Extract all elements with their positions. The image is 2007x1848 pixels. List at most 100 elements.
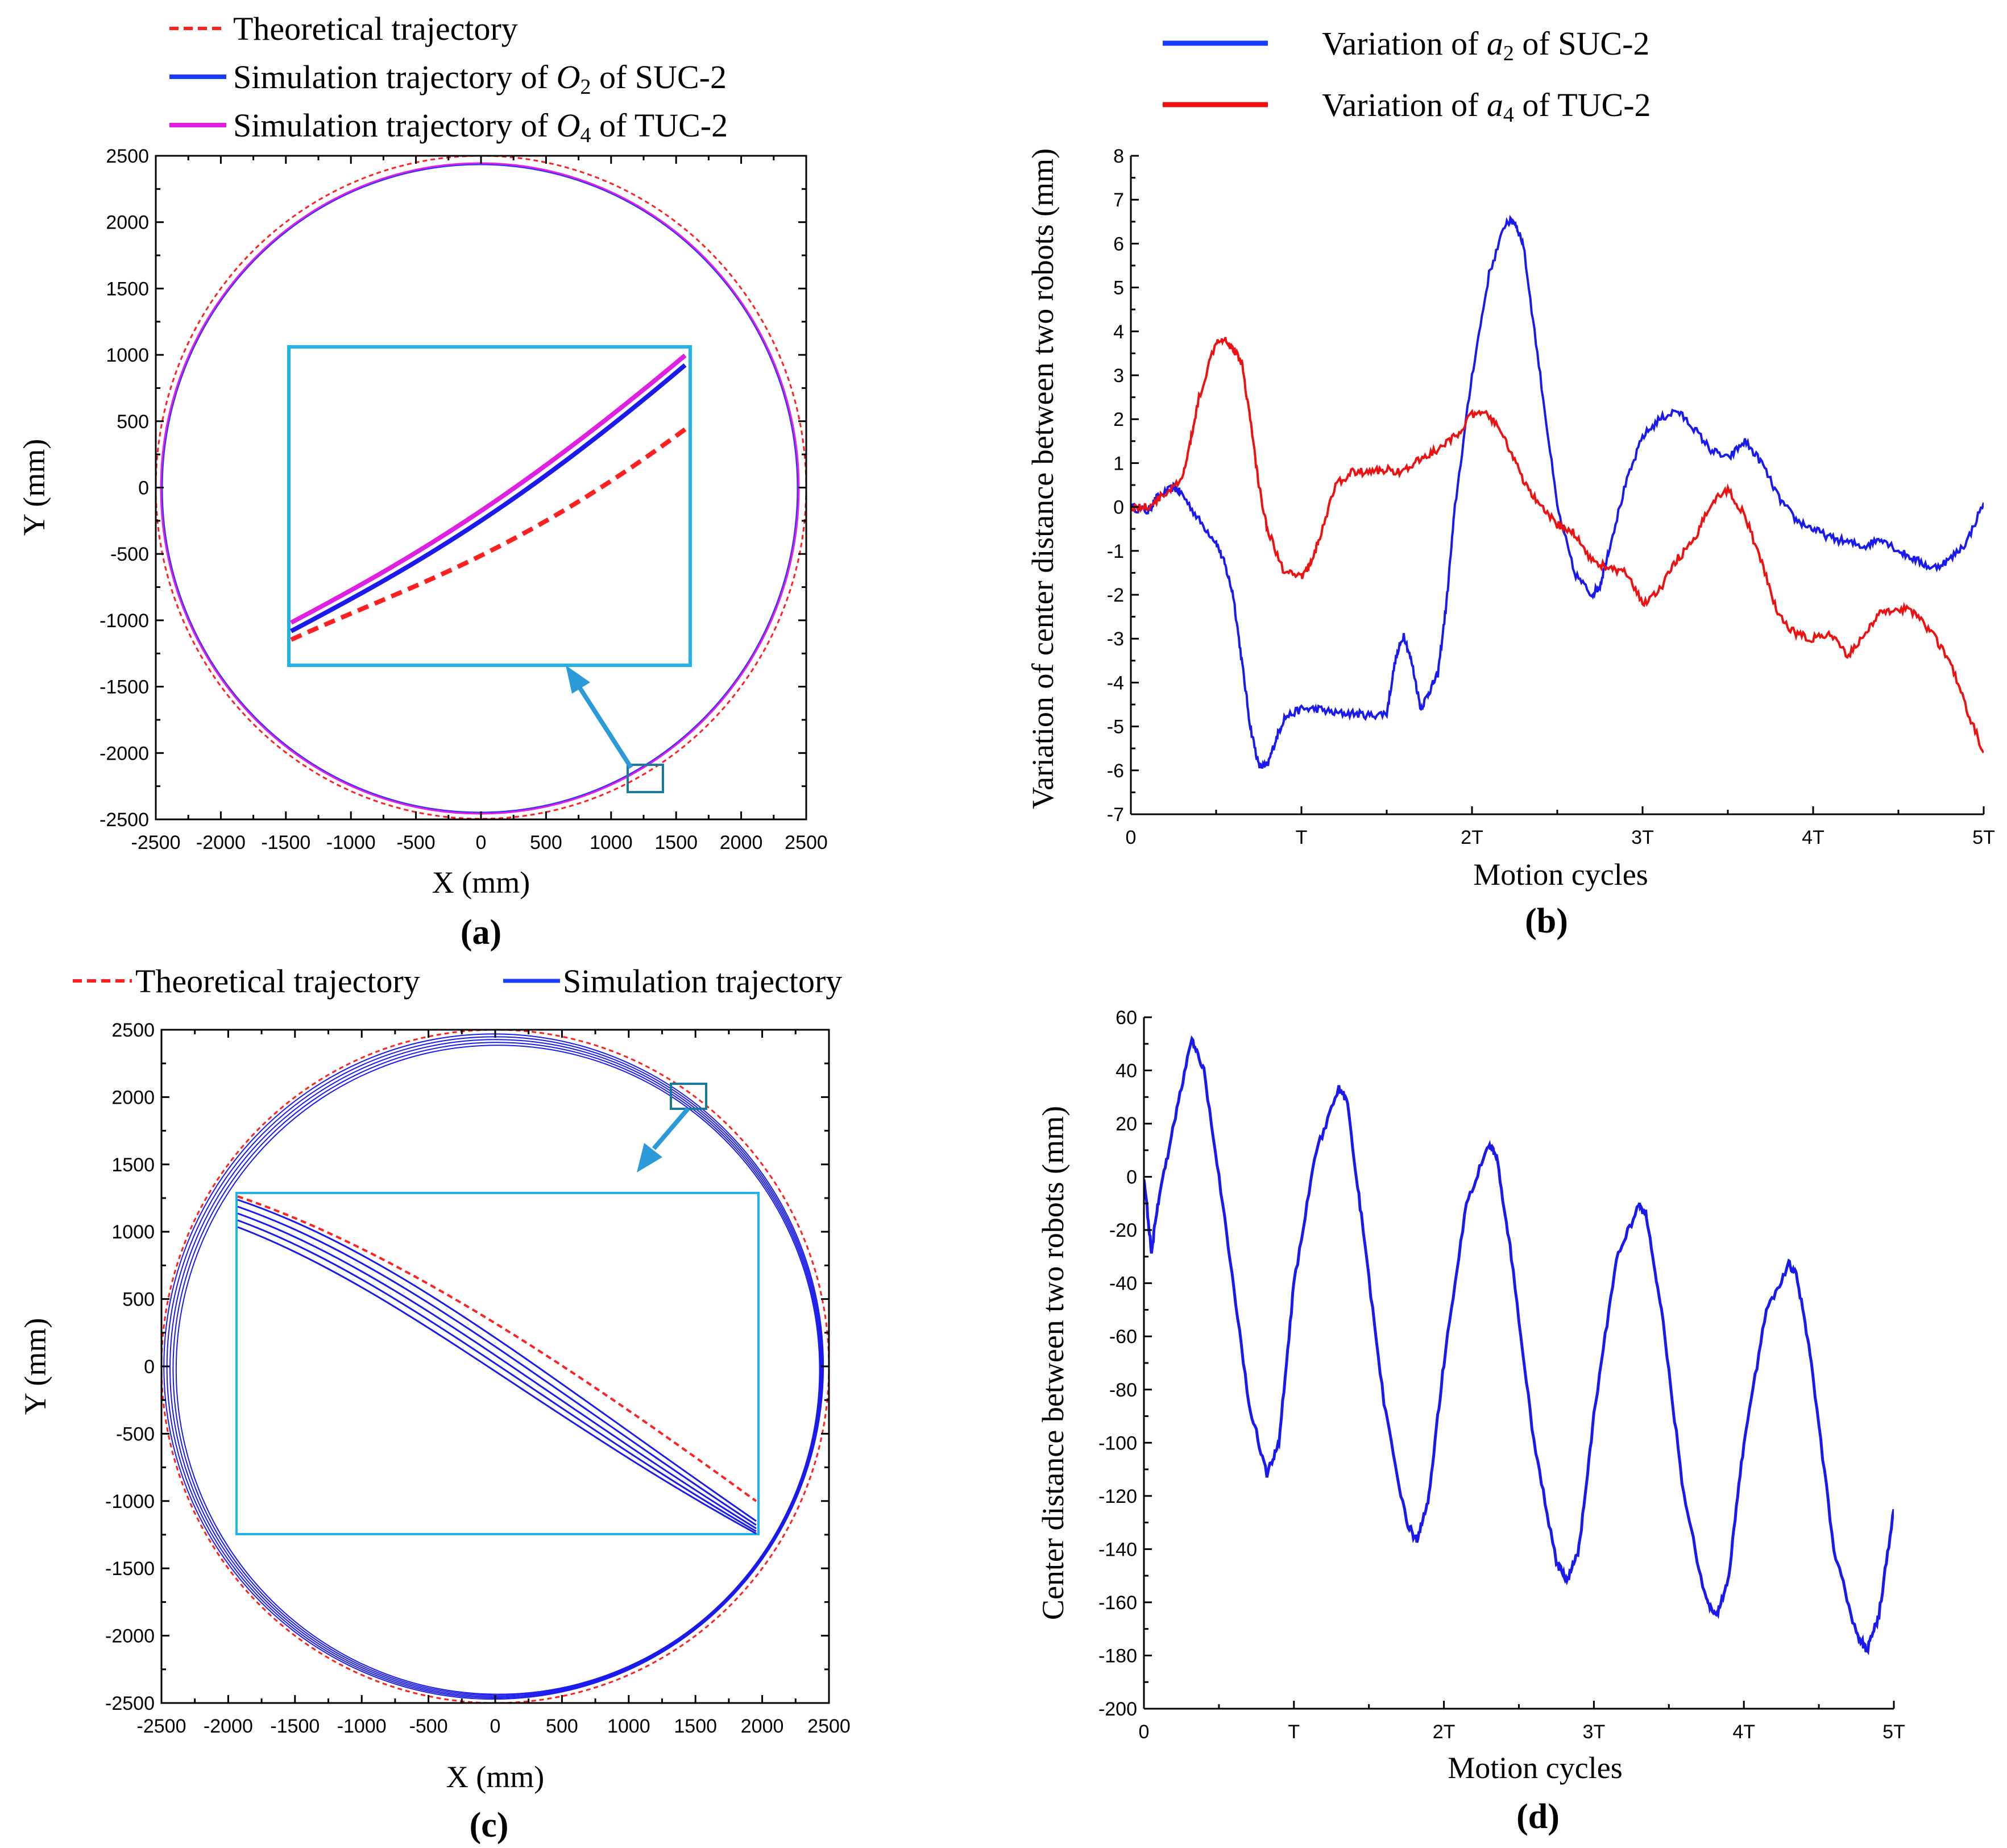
x-tick-label-b-3: 3T: [1631, 827, 1654, 848]
y-tick-label-b-5: -2: [1107, 585, 1124, 606]
zoom-c-sim-2: [237, 1205, 757, 1526]
x-tick-label-c-8: 1500: [674, 1716, 717, 1737]
y-tick-label-d-12: 40: [1116, 1060, 1137, 1082]
x-tick-label-a-7: 1000: [590, 832, 633, 853]
y-tick-label-d-9: -20: [1109, 1220, 1137, 1241]
zoom-c-sim-4: [237, 1219, 757, 1532]
y-tick-label-b-0: -7: [1107, 804, 1124, 826]
x-tick-label-a-1: -2000: [196, 832, 246, 853]
y-tick-label-a-2: -1500: [99, 677, 149, 698]
x-tick-label-c-6: 500: [546, 1716, 578, 1737]
y-tick-label-a-0: -2500: [99, 809, 149, 831]
y-tick-label-c-7: 1000: [111, 1221, 155, 1243]
y-tick-label-d-7: -60: [1109, 1326, 1137, 1348]
x-tick-label-c-1: -2000: [204, 1716, 253, 1737]
x-tick-label-a-9: 2000: [720, 832, 763, 853]
x-tick-label-c-3: -1000: [337, 1716, 387, 1737]
x-tick-label-a-5: 0: [476, 832, 487, 853]
legend-a: Theoretical trajectory Simulation trajec…: [169, 10, 728, 147]
y-tick-label-b-12: 5: [1113, 277, 1124, 299]
x-tick-label-a-6: 500: [530, 832, 562, 853]
y-tick-label-b-13: 6: [1113, 233, 1124, 255]
y-tick-label-d-8: -40: [1109, 1273, 1137, 1295]
y-tick-label-c-10: 2500: [111, 1020, 155, 1041]
series-c-sim-circle-1: [172, 1042, 822, 1696]
y-tick-label-b-1: -6: [1107, 760, 1124, 782]
x-tick-label-d-0: 0: [1139, 1721, 1150, 1743]
y-tick-label-b-9: 2: [1113, 409, 1124, 430]
y-tick-label-b-11: 4: [1113, 321, 1124, 343]
x-tick-label-c-0: -2500: [137, 1716, 186, 1737]
x-ticks-c: -2500 -2000 -1500 -1000 -500 0 500 1000 1500 2000…: [137, 1030, 851, 1737]
y-ticks-c: -2500 -2000 -1500 -1000 -500 0 500 1000 1500 2000…: [105, 1020, 829, 1714]
x-axis-title-b: Motion cycles: [1473, 857, 1648, 892]
legend-b: Variation of a2 of SUC-2 Variation of a4…: [1163, 25, 1651, 127]
y-tick-label-b-6: -1: [1107, 541, 1124, 562]
x-tick-label-a-8: 1500: [654, 832, 698, 853]
y-tick-label-a-3: -1000: [99, 610, 149, 632]
zoom-inset-c-curves: [237, 1195, 757, 1534]
y-ticks-a: -2500 -2000 -1500 -1000 -500 0 500 1000 1500 2000…: [99, 146, 806, 831]
y-tick-label-b-7: 0: [1113, 497, 1124, 519]
x-tick-label-d-4: 4T: [1732, 1721, 1755, 1743]
zoom-arrow-c: [652, 1107, 690, 1150]
legend-b-a2-label: Variation of a2 of SUC-2: [1322, 25, 1649, 65]
x-axis-title-d: Motion cycles: [1448, 1751, 1622, 1785]
zoom-arrowhead-c: [637, 1143, 662, 1172]
y-tick-label-b-10: 3: [1113, 365, 1124, 387]
series-c-sim-circle-0: [175, 1045, 820, 1695]
y-tick-label-b-15: 8: [1113, 146, 1124, 167]
panel-d: 0 T 2T 3T 4T 5T -200-180-160-140-120-100-80-6…: [1036, 1007, 1905, 1836]
y-tick-label-a-7: 1000: [106, 345, 149, 366]
x-tick-label-a-2: -1500: [261, 832, 310, 853]
x-tick-label-a-4: -500: [397, 832, 436, 853]
zoom-source-box-a: [627, 764, 664, 793]
x-tick-label-c-4: -500: [409, 1716, 448, 1737]
zoom-c-sim-5: [237, 1226, 757, 1534]
x-tick-label-b-4: 4T: [1802, 827, 1824, 848]
panel-a: Theoretical trajectory Simulation trajec…: [17, 10, 828, 952]
x-ticks-b: 0 T 2T 3T 4T 5T: [1126, 806, 1995, 848]
y-tick-label-c-6: 500: [122, 1289, 155, 1311]
y-ticks-b: -7 -6 -5 -4 -3 -2 -1 0 1 2 3 4 5 6 7 8: [1107, 146, 1139, 826]
x-axis-title-a: X (mm): [432, 865, 530, 900]
y-axis-title-d: Center distance between two robots (mm): [1036, 1106, 1070, 1620]
y-tick-label-c-5: 0: [144, 1356, 155, 1378]
x-tick-label-b-1: T: [1296, 827, 1308, 848]
y-tick-label-a-8: 1500: [106, 278, 149, 300]
legend-b-a4-label: Variation of a4 of TUC-2: [1322, 86, 1651, 127]
panel-label-c: (c): [470, 1806, 509, 1845]
x-tick-label-c-7: 1000: [607, 1716, 650, 1737]
legend-c: Theoretical trajectory Simulation trajec…: [73, 963, 842, 1000]
y-tick-label-a-9: 2000: [106, 212, 149, 234]
zoom-c-sim-3: [237, 1212, 757, 1530]
legend-c-theoretical-label: Theoretical trajectory: [135, 963, 420, 1000]
series-d-center-distance: [1144, 1035, 1894, 1655]
legend-a-o4-label: Simulation trajectory of O4 of TUC-2: [233, 107, 728, 147]
panel-label-a: (a): [461, 913, 501, 952]
zoom-a-o4: [290, 353, 687, 625]
x-tick-label-b-0: 0: [1126, 827, 1137, 848]
y-tick-label-a-6: 500: [117, 411, 149, 433]
y-tick-label-d-13: 60: [1116, 1007, 1137, 1029]
y-ticks-d: -200-180-160-140-120-100-80-60-40-200204…: [1098, 1007, 1152, 1720]
y-tick-label-b-4: -3: [1107, 628, 1124, 650]
plot-area-d: [1144, 1035, 1894, 1655]
y-tick-label-c-3: -1000: [105, 1491, 155, 1513]
legend-a-o2-label: Simulation trajectory of O2 of SUC-2: [233, 59, 727, 99]
zoom-inset-c: [235, 1192, 760, 1535]
series-b-a2: [1131, 214, 1984, 769]
x-tick-label-c-5: 0: [490, 1716, 501, 1737]
y-tick-label-d-6: -80: [1109, 1379, 1137, 1401]
y-axis-title-a: Y (mm): [17, 439, 51, 536]
y-tick-label-d-11: 20: [1116, 1113, 1137, 1135]
zoom-arrowhead-a: [566, 665, 590, 694]
x-tick-label-b-5: 5T: [1972, 827, 1995, 848]
x-tick-label-c-2: -1500: [270, 1716, 320, 1737]
y-tick-label-c-4: -500: [116, 1423, 155, 1445]
zoom-inset-a-curves: [290, 353, 687, 642]
zoom-arrow-a: [578, 686, 633, 769]
y-tick-label-d-3: -140: [1098, 1539, 1137, 1560]
y-tick-label-c-9: 2000: [111, 1087, 155, 1108]
y-tick-label-a-1: -2000: [99, 743, 149, 764]
